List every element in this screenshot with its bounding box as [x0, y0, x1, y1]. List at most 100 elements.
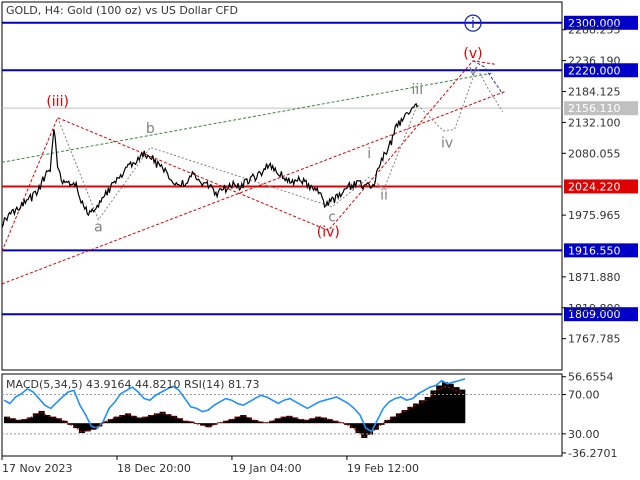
macd-bar-49 [286, 415, 293, 424]
level-label-4: 1916.550 [568, 244, 621, 257]
price-layer [1, 102, 418, 228]
macd-bar-52 [303, 419, 310, 424]
macd-bar-62 [361, 423, 368, 438]
macd-bar-19 [113, 416, 120, 424]
wave-red-path [1, 60, 496, 252]
macd-bar-23 [136, 417, 143, 424]
macd-bar-60 [349, 423, 356, 429]
macd-bar-58 [338, 422, 345, 424]
macd-bar-67 [390, 416, 397, 424]
macd-bar-47 [274, 418, 281, 424]
level-tag-0 [564, 15, 638, 30]
macd-bar-18 [107, 419, 114, 424]
y-tick-label-3: 2132.100 [568, 116, 621, 129]
macd-tick-label-3: -36.2701 [568, 447, 617, 460]
macd-bar-35 [205, 423, 212, 428]
channel-red-line [1, 90, 507, 285]
wave-label-11: i [471, 16, 475, 32]
wave-label-6: i [367, 146, 371, 162]
level-tag-3 [564, 179, 638, 194]
macd-bar-9 [55, 418, 62, 424]
macd-bar-20 [119, 415, 126, 424]
x-axis: 17 Nov 2023 18 Dec 20:00 19 Jan 04:00 19 Fe… [1, 456, 419, 475]
y-tick-label-6: 1871.880 [568, 271, 621, 284]
macd-bar-78 [453, 387, 460, 424]
macd-bar-13 [78, 423, 85, 434]
wave-label-10: v [469, 63, 477, 79]
macd-bar-31 [182, 420, 189, 424]
wave-label-4: b [146, 121, 155, 137]
macd-bar-48 [280, 416, 287, 424]
macd-bar-6 [38, 410, 45, 424]
macd-bar-64 [372, 423, 379, 430]
wave-label-1: (iv) [317, 224, 340, 240]
macd-bar-66 [384, 419, 391, 424]
macd-bar-56 [326, 419, 333, 424]
x-tick-label-2: 19 Jan 04:00 [232, 462, 302, 475]
macd-bar-75 [436, 385, 443, 424]
macd-bar-70 [407, 406, 414, 424]
y-tick-label-5: 1975.965 [568, 209, 621, 222]
macd-bar-73 [424, 396, 431, 424]
y-tick-label-2: 2184.125 [568, 86, 621, 99]
macd-bar-41 [240, 415, 247, 424]
macd-bar-44 [257, 421, 264, 424]
macd-bar-61 [355, 423, 362, 434]
macd-bar-0 [4, 416, 11, 424]
macd-bar-57 [332, 420, 339, 424]
wave-label-7: ii [380, 188, 388, 204]
chart-title: GOLD, H4: Gold (100 oz) vs US Dollar CFD [6, 4, 238, 17]
wave-label-8: iii [412, 82, 424, 98]
macd-bar-42 [246, 417, 253, 424]
macd-bar-79 [459, 389, 466, 424]
macd-layer [2, 378, 562, 438]
wave-label-3: a [94, 220, 103, 236]
macd-bar-46 [269, 420, 276, 424]
channel-green-line [1, 72, 492, 163]
macd-bar-43 [251, 419, 258, 424]
price-series-line [1, 102, 418, 228]
level-tag-5 [564, 307, 638, 322]
macd-bar-21 [125, 413, 132, 424]
macd-bar-76 [441, 382, 449, 424]
macd-bar-2 [15, 419, 22, 424]
macd-bar-63 [367, 423, 374, 435]
y-tick-label-0: 2288.255 [568, 24, 621, 37]
macd-bar-8 [50, 416, 57, 424]
level-label-0: 2300.000 [568, 17, 621, 30]
macd-bar-36 [211, 423, 218, 425]
channel-layer [1, 72, 507, 285]
wave-label-9: iv [441, 135, 453, 151]
macd-panel-frame [1, 373, 563, 457]
macd-bar-65 [378, 423, 385, 425]
macd-bar-24 [142, 416, 149, 424]
macd-bar-25 [148, 415, 155, 424]
wave-label-5: c [328, 210, 336, 226]
macd-tick-label-1: 70.00 [568, 389, 600, 402]
wave-gray-path [57, 66, 504, 221]
level-label-5: 1809.000 [568, 308, 621, 321]
macd-bar-39 [228, 419, 235, 424]
macd-bar-14 [84, 423, 91, 432]
rsi-line [3, 378, 466, 433]
macd-bar-7 [44, 415, 51, 424]
macd-bar-53 [309, 418, 316, 424]
wave-label-circle-11 [464, 14, 482, 32]
macd-bar-69 [401, 410, 408, 424]
macd-bar-54 [315, 416, 322, 424]
y-tick-label-7: 1819.800 [568, 302, 621, 315]
macd-bar-77 [447, 383, 454, 424]
macd-bar-29 [171, 415, 178, 424]
macd-bar-3 [21, 419, 28, 424]
macd-bar-28 [165, 414, 172, 424]
macd-bar-17 [101, 421, 109, 424]
wave-label-0: (iii) [46, 94, 69, 110]
level-tag-4 [564, 243, 638, 258]
wave-layer [1, 60, 504, 252]
macd-signal-line [6, 385, 463, 438]
macd-bar-34 [199, 423, 206, 426]
macd-rsi-label: MACD(5,34,5) 43.9164 44.8210 RSI(14) 81.… [6, 378, 259, 391]
macd-bar-11 [67, 423, 74, 425]
